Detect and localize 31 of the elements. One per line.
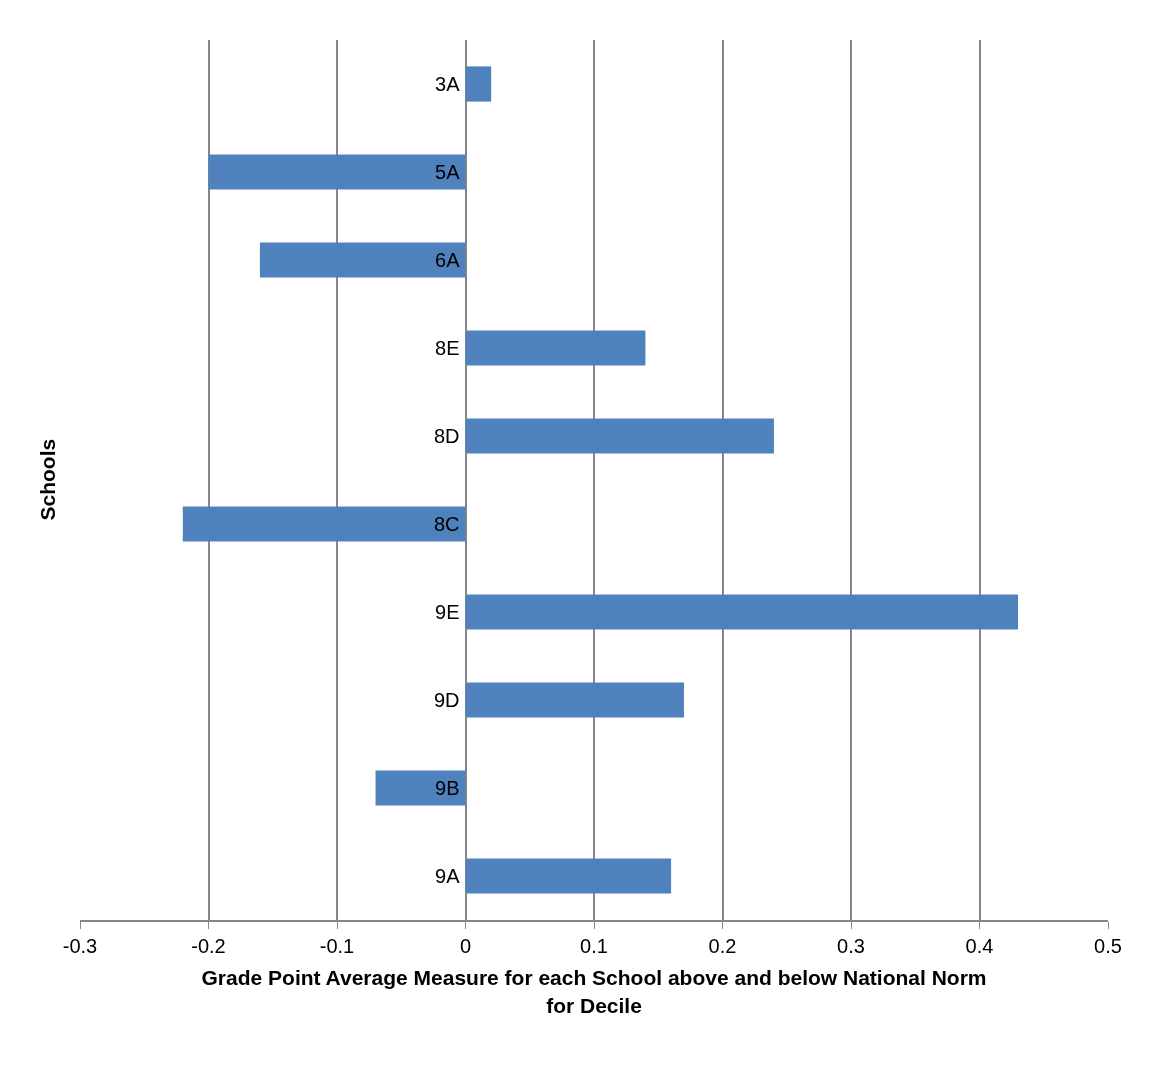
y-tick-label: 8D xyxy=(433,425,460,447)
y-tick-label: 5A xyxy=(435,161,461,183)
bar xyxy=(465,594,1019,630)
x-tick-label: 0 xyxy=(459,934,472,957)
bar xyxy=(182,506,466,542)
x-tick-label: -0.3 xyxy=(62,934,98,957)
y-tick-label: 9E xyxy=(435,601,460,623)
y-tick-label: 8E xyxy=(435,337,460,359)
x-tick-label: 0.1 xyxy=(580,934,608,957)
bar xyxy=(465,66,492,102)
x-axis-title: Grade Point Average Measure for each School above and below National Norm for Decile xyxy=(201,966,987,1017)
y-tick-label: 9B xyxy=(435,777,460,799)
y-axis-title: Schools xyxy=(35,438,59,521)
x-tick-label: 0.4 xyxy=(965,934,994,957)
y-tick-label: 3A xyxy=(435,73,461,95)
x-tick-label: -0.1 xyxy=(319,934,355,957)
bar xyxy=(208,154,466,190)
bar xyxy=(259,242,466,278)
x-tick-label: -0.2 xyxy=(191,934,226,957)
x-tick-label: 0.2 xyxy=(708,934,737,957)
y-tick-label: 9A xyxy=(435,865,461,887)
y-tick-label: 8C xyxy=(433,513,460,535)
bar xyxy=(465,858,672,894)
x-tick-label: 0.3 xyxy=(837,934,865,957)
bar xyxy=(375,770,466,806)
bar xyxy=(465,330,646,366)
y-tick-label: 9D xyxy=(433,689,460,711)
y-tick-label: 6A xyxy=(435,249,461,271)
bar xyxy=(465,682,684,718)
bar xyxy=(465,418,774,454)
x-tick-label: 0.5 xyxy=(1094,934,1122,957)
